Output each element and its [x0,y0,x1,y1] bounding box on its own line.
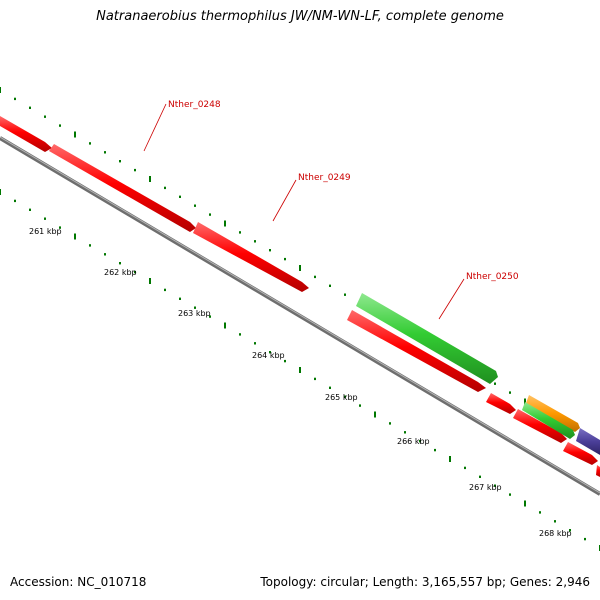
genome-title: Natranaerobius thermophilus JW/NM-WN-LF,… [96,9,504,24]
kbp-tick-label: 267 kbp [469,483,502,492]
lower-tick-row [0,189,600,551]
gene-label-nther-0249[interactable]: Nther_0249 [298,173,351,183]
gene-label-nther-0250[interactable]: Nther_0250 [466,272,519,282]
accession-text: Accession: NC_010718 [10,575,147,589]
leader-line [438,278,465,320]
upper-tick-row [0,87,600,449]
gene-arrow-orange[interactable] [526,395,580,432]
genome-backbone-highlight [0,136,600,494]
gene-arrow-green[interactable] [522,402,575,439]
gene-arrow-green[interactable] [356,293,498,384]
kbp-labels: 261 kbp 262 kbp 263 kbp 264 kbp 265 kbp … [29,227,572,538]
gene-arrow[interactable] [347,310,486,392]
forward-genes [0,116,600,477]
gene-labels: Nther_0248 Nther_0249 Nther_0250 [143,100,519,320]
gene-label-nther-0248[interactable]: Nther_0248 [168,100,221,110]
leader-line [272,179,297,222]
kbp-tick-label: 266 kbp [397,437,430,446]
gene-arrow[interactable] [563,442,598,465]
gene-arrow[interactable] [193,222,309,292]
gene-arrow[interactable] [49,144,196,232]
gene-arrow[interactable] [0,116,52,152]
kbp-tick-label: 264 kbp [252,351,285,360]
leader-line [143,103,167,152]
gene-arrow-purple[interactable] [576,428,600,455]
kbp-tick-label: 262 kbp [104,268,137,277]
kbp-tick-label: 268 kbp [539,529,572,538]
gene-arrow[interactable] [513,409,567,443]
topology-text: Topology: circular; Length: 3,165,557 bp… [260,575,590,589]
kbp-tick-label: 263 kbp [178,309,211,318]
gene-arrow[interactable] [486,393,516,414]
gene-arrow[interactable] [596,465,600,477]
kbp-tick-label: 261 kbp [29,227,62,236]
kbp-tick-label: 265 kbp [325,393,358,402]
genome-backbone [0,136,600,496]
